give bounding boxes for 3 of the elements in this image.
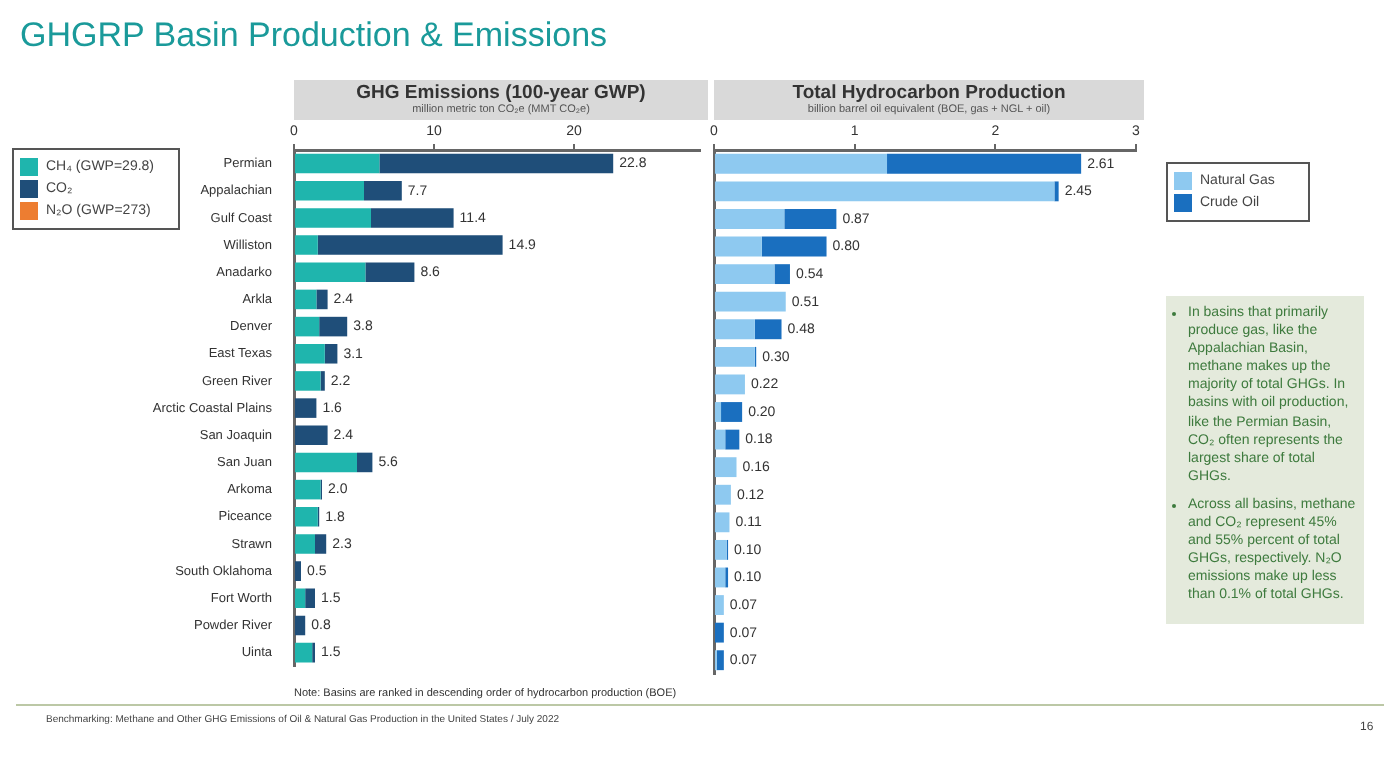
text: GHGRP Basin Production & Emissions — [20, 16, 608, 56]
chart-title: Total Hydrocarbon Production — [790, 82, 1068, 104]
chart-title: GHG Emissions (100-year GWP) — [354, 82, 648, 104]
